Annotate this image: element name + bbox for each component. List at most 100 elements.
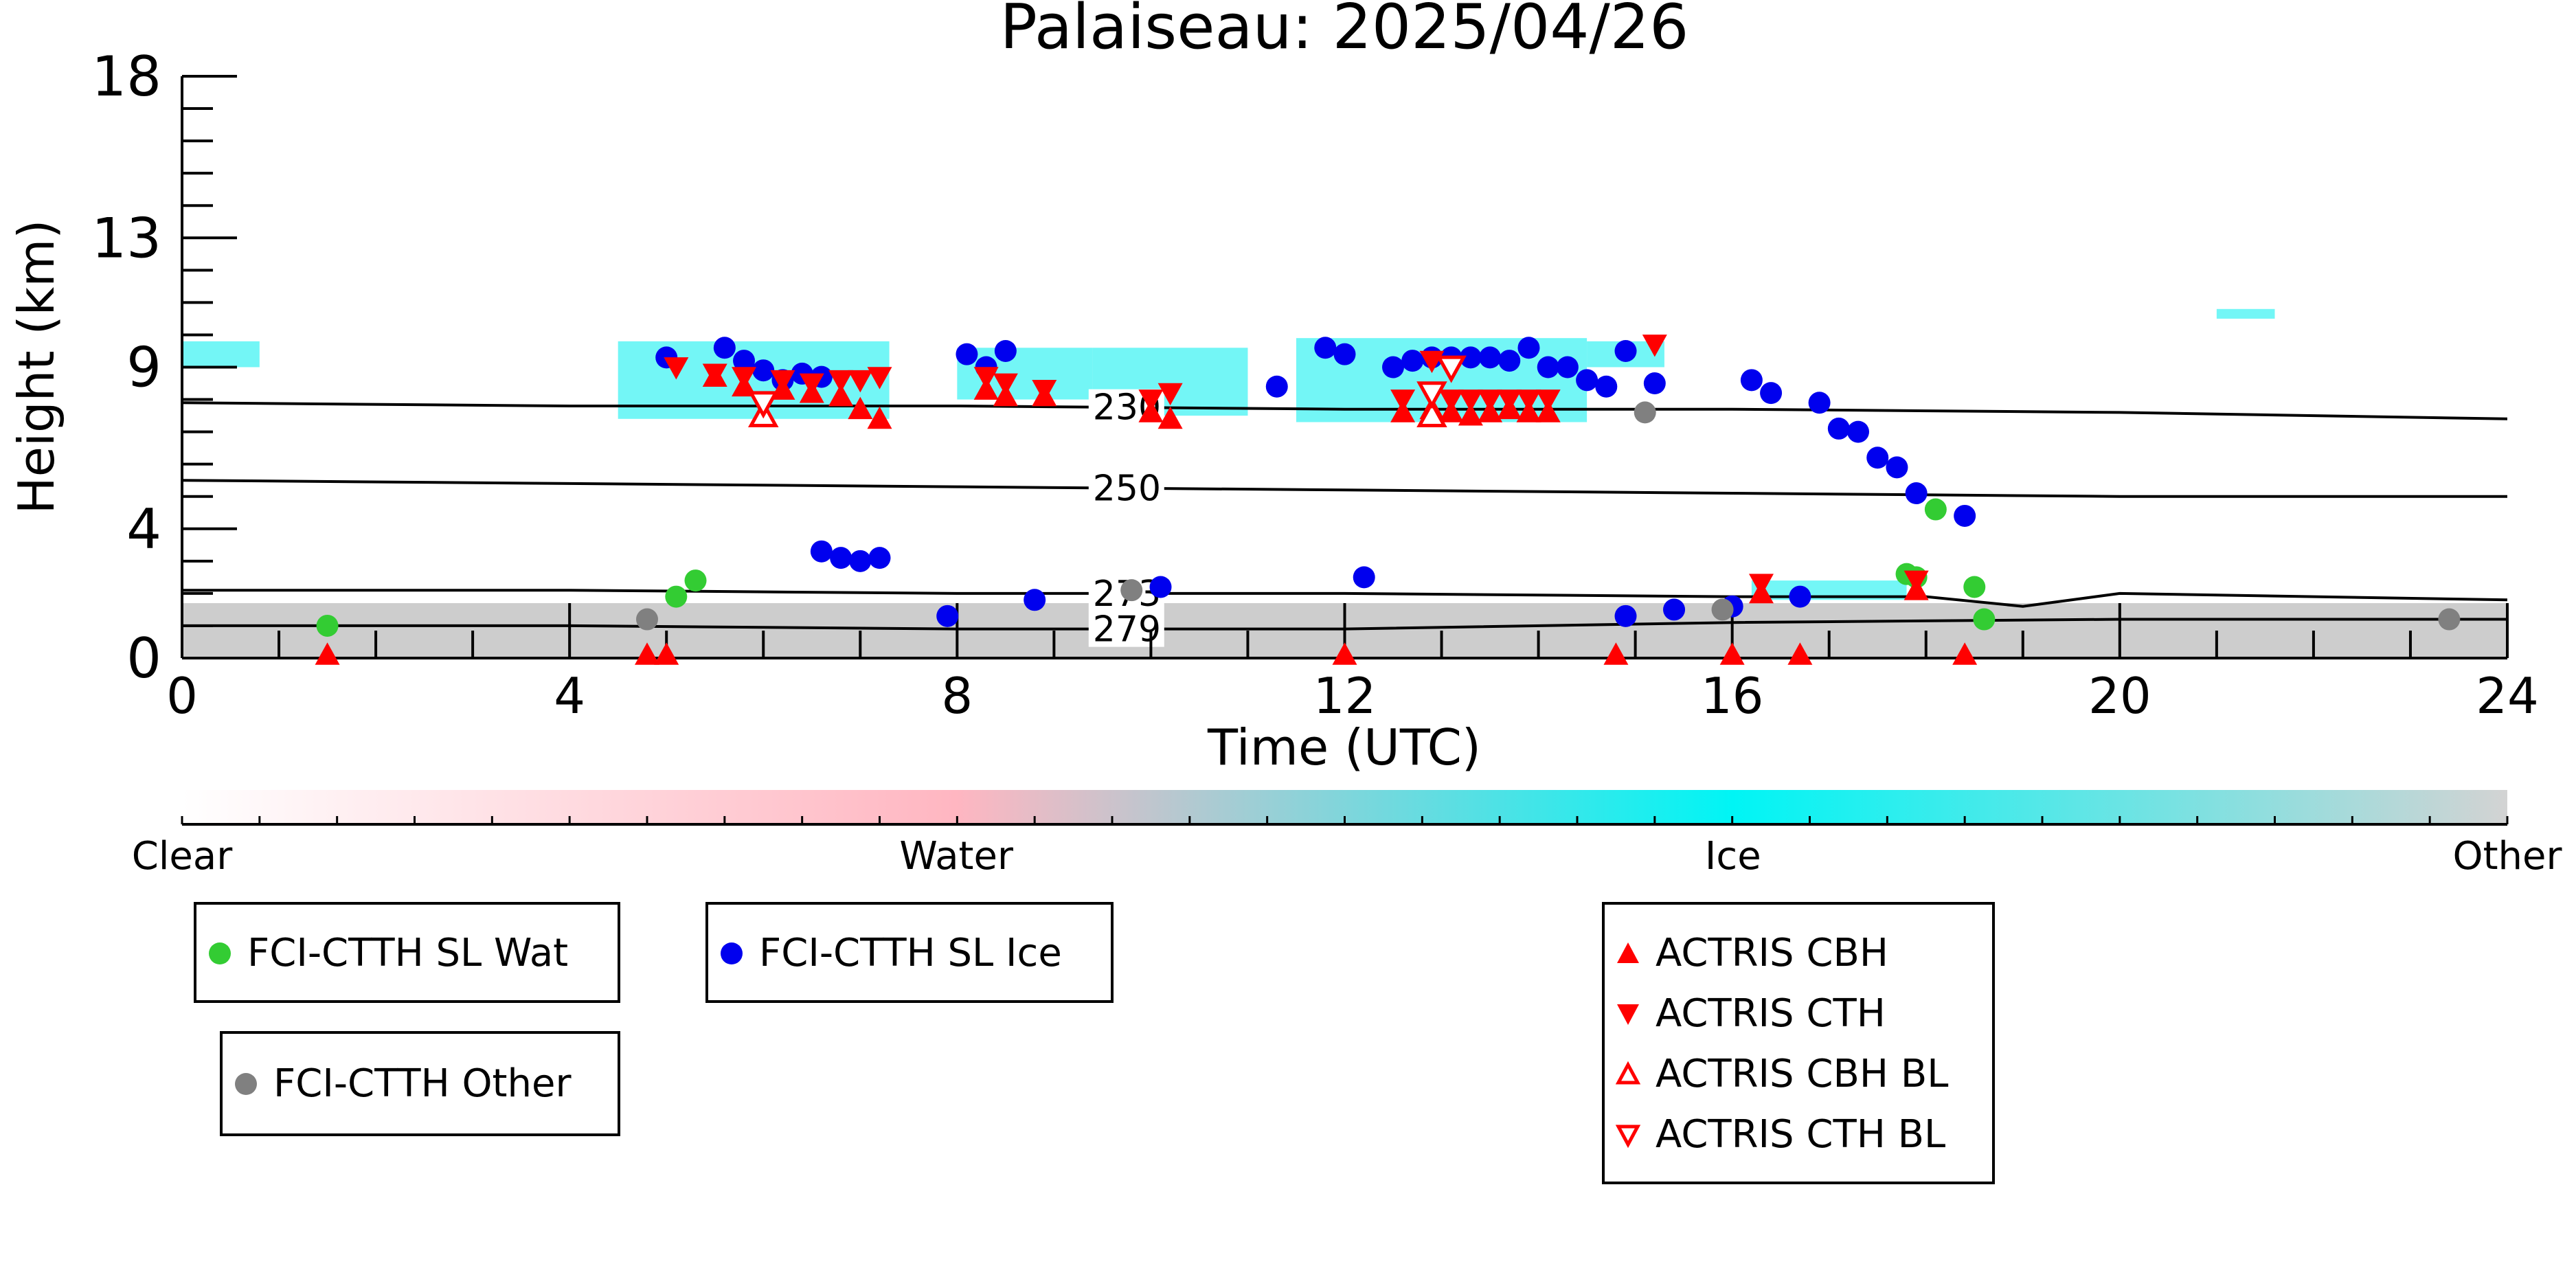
marker-fci-ctth-sl-ice: [1024, 589, 1046, 611]
marker-fci-ctth-sl-ice: [1760, 382, 1783, 405]
colorbar-label: Ice: [1705, 834, 1761, 879]
marker-fci-ctth-sl-wat: [316, 614, 339, 637]
marker-fci-ctth-sl-ice: [1149, 576, 1172, 598]
marker-actris-cbh: [1157, 406, 1183, 429]
marker-fci-ctth-sl-ice: [1886, 456, 1908, 479]
circle-icon: [209, 942, 231, 964]
marker-actris-cth: [770, 370, 795, 393]
x-tick-label: 20: [2088, 667, 2151, 725]
marker-fci-ctth-sl-ice: [1333, 343, 1356, 365]
legend-label: FCI-CTTH SL Wat: [247, 931, 569, 975]
marker-fci-ctth-sl-ice: [956, 343, 978, 365]
y-tick-label: 0: [126, 626, 161, 690]
marker-fci-ctth-sl-ice: [1905, 482, 1928, 505]
marker-actris-cth: [1497, 389, 1522, 412]
marker-fci-ctth-sl-wat: [665, 585, 688, 608]
marker-fci-ctth-other: [2438, 608, 2461, 631]
x-axis-label: Time (UTC): [1207, 719, 1481, 776]
legend-item-cbh: ACTRIS CBH: [1614, 931, 1888, 975]
marker-fci-ctth-other: [1634, 401, 1656, 424]
marker-fci-ctth-sl-ice: [1459, 346, 1482, 369]
marker-fci-ctth-sl-ice: [830, 547, 852, 569]
marker-fci-ctth-sl-wat: [1924, 498, 1947, 521]
legend-box-actris: [1602, 902, 1995, 1184]
legend-label: ACTRIS CBH BL: [1656, 1052, 1949, 1096]
y-axis-label: Height (km): [8, 220, 65, 515]
marker-actris-cth: [1458, 389, 1483, 412]
circle-icon: [721, 942, 743, 964]
marker-fci-ctth-sl-ice: [1479, 346, 1502, 369]
marker-fci-ctth-sl-ice: [1314, 337, 1337, 359]
marker-actris-cth: [732, 367, 757, 389]
isotherm-line: [182, 401, 2507, 420]
marker-fci-ctth-other: [1711, 598, 1734, 621]
marker-fci-ctth-sl-ice: [1556, 356, 1579, 379]
marker-actris-cbh: [1332, 642, 1357, 665]
marker-fci-ctth-sl-ice: [1614, 605, 1637, 627]
axis-ticks: 0 4 9 13 18 0 4 8 12 16 20 24: [91, 45, 2539, 725]
marker-fci-ctth-sl-ice: [1614, 339, 1637, 362]
marker-actris-cth: [799, 373, 824, 396]
y-tick-label: 18: [91, 45, 161, 109]
cloud-mask-region-ice: [2216, 308, 2275, 319]
marker-fci-ctth-other: [1120, 579, 1143, 602]
marker-actris-cth: [1438, 389, 1464, 412]
x-tick-label: 8: [941, 667, 973, 725]
marker-fci-ctth-sl-ice: [1643, 372, 1666, 395]
marker-fci-ctth-sl-ice: [1576, 369, 1598, 392]
marker-fci-ctth-sl-ice: [1353, 566, 1375, 589]
legend-box-other: [220, 1031, 620, 1136]
marker-actris-cbh: [1952, 642, 1978, 665]
marker-fci-ctth-sl-ice: [1827, 417, 1850, 440]
marker-fci-ctth-sl-ice: [713, 337, 736, 359]
marker-fci-ctth-sl-ice: [1537, 356, 1559, 379]
marker-actris-cth: [664, 357, 689, 380]
marker-fci-ctth-sl-ice: [810, 540, 833, 563]
marker-actris-cth: [973, 367, 999, 389]
marker-fci-ctth-sl-ice: [1595, 375, 1618, 398]
marker-fci-ctth-sl-ice: [994, 339, 1017, 362]
marker-actris-cth: [1748, 574, 1774, 596]
colorbar-label: Other: [2452, 834, 2562, 879]
marker-actris-cth-bl: [748, 391, 779, 419]
triangle-down-icon: [1617, 1004, 1639, 1025]
marker-actris-cth: [1535, 389, 1561, 412]
markers-layer: [315, 335, 2461, 665]
marker-fci-ctth-other: [636, 608, 658, 631]
legend-item-cbh-bl: ACTRIS CBH BL: [1614, 1052, 1948, 1096]
marker-actris-cbh: [1719, 642, 1745, 665]
marker-actris-cth-bl: [1416, 381, 1447, 409]
legend-box-water: [194, 902, 620, 1003]
marker-actris-cth: [1390, 389, 1416, 412]
colorbar-label: Clear: [132, 834, 233, 879]
marker-actris-cbh: [635, 642, 659, 665]
marker-fci-ctth-sl-wat: [1963, 576, 1986, 598]
marker-actris-cbh: [1603, 642, 1629, 665]
isotherm-label-bg: [1088, 470, 1164, 506]
marker-fci-ctth-sl-ice: [1498, 350, 1521, 372]
marker-fci-ctth-sl-wat: [684, 569, 707, 592]
circle-icon: [235, 1072, 257, 1095]
isotherm-label: 250: [1093, 468, 1161, 509]
legend-item-cth-bl: ACTRIS CTH BL: [1614, 1112, 1945, 1157]
legend-item-other: FCI-CTTH Other: [232, 1061, 571, 1106]
legend-label: ACTRIS CBH: [1656, 931, 1889, 975]
triangle-down-outline-icon: [1615, 1125, 1641, 1148]
legend-label: FCI-CTTH Other: [273, 1061, 572, 1106]
legend-item-ice: FCI-CTTH SL Ice: [718, 931, 1062, 975]
marker-fci-ctth-sl-ice: [849, 550, 872, 572]
legend-label: FCI-CTTH SL Ice: [759, 931, 1062, 975]
cloud-mask-region-ice: [182, 341, 260, 368]
marker-fci-ctth-sl-ice: [1740, 369, 1763, 392]
marker-fci-ctth-sl-ice: [1789, 585, 1811, 608]
marker-actris-cth-bl: [1436, 355, 1467, 383]
marker-actris-cbh: [1458, 403, 1483, 426]
marker-actris-cth: [1032, 380, 1057, 403]
marker-actris-cth: [1516, 389, 1541, 412]
x-tick-label: 0: [166, 667, 198, 725]
marker-actris-cth: [702, 363, 727, 386]
marker-actris-cth: [867, 367, 892, 389]
colorbar-label: Water: [899, 834, 1014, 879]
marker-fci-ctth-sl-wat: [1973, 608, 1996, 631]
